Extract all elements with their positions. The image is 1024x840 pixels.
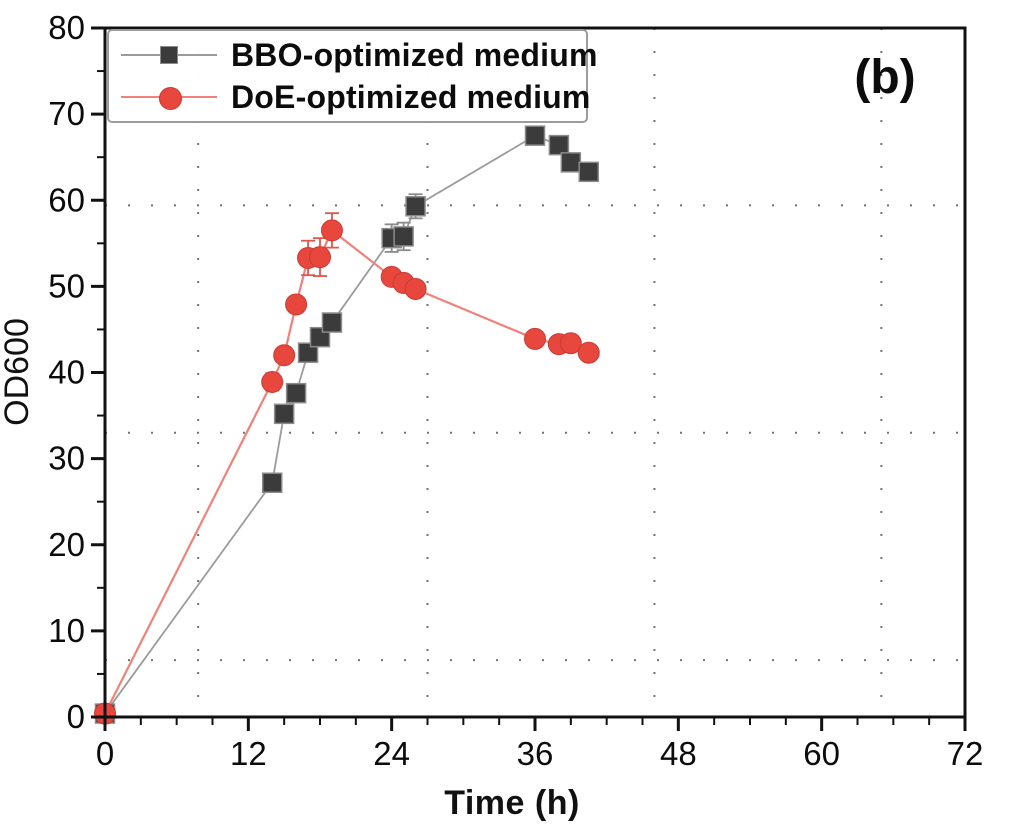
legend-sample-doe [119,76,219,118]
legend-item-doe: DoE-optimized medium [119,76,590,118]
data-point-square [560,152,582,173]
y-tick-label: 0 [67,698,85,735]
data-point-circle [309,246,331,269]
y-tick-label: 20 [48,526,85,563]
legend-sample-bbo [119,34,219,76]
data-point-circle [404,277,427,300]
data-point-circle [559,332,582,355]
x-tick-label: 12 [230,735,267,772]
data-point-circle [320,219,343,242]
circle-marker-icon [158,86,182,110]
x-tick-label: 0 [96,735,114,772]
square-marker-icon [160,46,178,64]
data-point-square [273,403,295,425]
x-tick-label: 24 [373,735,410,772]
data-point-square [261,472,283,493]
data-point-circle [273,344,296,367]
data-point-square [321,312,343,333]
data-point-square [285,382,307,404]
y-tick-label: 50 [48,267,85,304]
series-line-bbo [104,134,590,715]
data-point-circle [524,327,546,350]
data-point-square [297,342,319,363]
x-axis-title: Time (h) [444,784,580,822]
y-tick-label: 30 [48,440,85,477]
data-point-square [393,226,414,247]
y-tick-label: 60 [48,181,85,218]
panel-label: (b) [854,51,916,104]
x-tick-label: 48 [660,735,697,772]
data-point-square [548,134,570,156]
legend-label-bbo: BBO-optimized medium [231,36,598,73]
legend-item-bbo: BBO-optimized medium [119,34,597,76]
data-point-square [578,161,599,183]
y-tick-label: 40 [48,354,85,391]
legend-label-doe: DoE-optimized medium [231,78,591,115]
data-point-square [524,125,546,146]
data-point-circle [261,370,284,393]
y-tick-label: 10 [48,612,85,649]
data-point-circle [285,293,308,316]
y-tick-label: 70 [48,95,85,132]
y-axis-title: OD600 [0,318,36,426]
data-point-circle [577,341,600,364]
x-tick-label: 72 [947,735,984,772]
x-tick-label: 36 [517,735,554,772]
y-tick-label: 80 [48,9,85,46]
x-tick-label: 60 [803,735,840,772]
data-point-square [405,196,426,217]
legend: BBO-optimized medium DoE-optimized mediu… [107,29,597,123]
